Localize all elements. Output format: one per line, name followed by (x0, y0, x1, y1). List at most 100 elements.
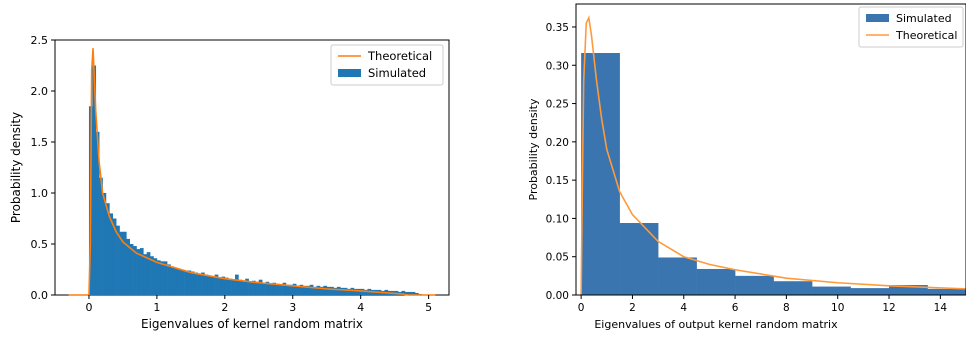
histogram-bars (581, 53, 966, 295)
histogram-bar (306, 285, 311, 295)
x-tick-label: 2 (221, 301, 228, 314)
histogram-bar (296, 285, 300, 295)
y-tick-label: 0.15 (546, 175, 569, 187)
x-tick-label: 0 (85, 301, 92, 314)
histogram-bar (119, 231, 124, 295)
histogram-bar (275, 283, 280, 295)
histogram-bar (126, 238, 131, 295)
histogram-bar (116, 225, 120, 295)
legend: Theoretical Simulated (330, 44, 444, 86)
x-axis-label: Eigenvalues of output kernel random matr… (594, 318, 838, 331)
histogram-bar (350, 287, 355, 295)
histogram-bar (122, 231, 127, 295)
histogram-bar (258, 279, 263, 295)
histogram-bar (292, 283, 297, 295)
histogram-bar (302, 285, 307, 295)
histogram-bar (211, 276, 215, 295)
plot-frame (575, 3, 966, 296)
histogram-bar (102, 193, 107, 295)
histogram-bar (735, 275, 774, 295)
legend-label: Theoretical (895, 29, 957, 42)
histogram-bar (927, 288, 966, 295)
x-tick-label: 8 (783, 302, 790, 314)
histogram-bar (357, 288, 361, 295)
histogram-bar (285, 284, 290, 295)
histogram-bar (109, 213, 114, 295)
y-tick-label: 0.0 (31, 289, 49, 302)
legend-bar-swatch (866, 14, 889, 22)
x-tick-label: 2 (629, 302, 636, 314)
theoretical-curve (68, 48, 436, 296)
histogram-bar (129, 244, 134, 295)
histogram-bar (408, 291, 412, 295)
histogram-bar (696, 268, 736, 295)
histogram-bar (92, 65, 97, 295)
histogram-bar (95, 131, 100, 295)
histogram-bar (333, 287, 338, 295)
histogram-bar (850, 288, 890, 295)
x-tick-label: 6 (732, 302, 739, 314)
histogram-bar (180, 269, 185, 295)
histogram-bar (112, 218, 117, 295)
histogram-bar (255, 281, 260, 295)
histogram-bar (340, 287, 345, 295)
histogram-bar (245, 278, 249, 295)
histogram-bar (343, 287, 348, 295)
y-axis-label: Probability density (9, 112, 23, 223)
y-tick-label: 0.10 (546, 213, 569, 225)
x-tick-label: 14 (934, 302, 948, 314)
histogram-bar (143, 254, 148, 295)
theoretical-curve (580, 15, 966, 296)
histogram-bars (88, 65, 423, 295)
histogram-bar (156, 260, 161, 295)
histogram-bar (319, 286, 324, 295)
histogram-bar (146, 252, 151, 295)
histogram-bar (252, 280, 256, 295)
histogram-bar (773, 281, 813, 295)
histogram-bar (133, 246, 137, 295)
legend: Simulated Theoretical (858, 6, 964, 48)
chart-left: 0 1 2 3 4 5 0.0 0.5 1.0 1.5 2.0 2.5 Eigenvalues of… (9, 34, 450, 331)
histogram-bar (265, 281, 270, 295)
histogram-bar (272, 282, 277, 295)
histogram-bar (415, 292, 419, 295)
histogram-bar (289, 284, 294, 295)
histogram-bar (201, 272, 205, 295)
histogram-bar (207, 275, 212, 295)
x-tick-label: 0 (578, 302, 585, 314)
histogram-bar (282, 282, 287, 295)
y-axis-label: Probability density (527, 98, 540, 200)
histogram-bar (224, 277, 229, 295)
legend-label: Simulated (896, 12, 952, 25)
histogram-bar (313, 286, 317, 295)
histogram-bar (889, 285, 928, 295)
y-tick-label: 0.20 (546, 137, 569, 149)
histogram-bar (279, 284, 283, 295)
histogram-bar (204, 274, 209, 295)
y-ticks: 0.00 0.05 0.10 0.15 0.20 0.25 0.30 0.35 (546, 22, 576, 302)
y-ticks: 0.0 0.5 1.0 1.5 2.0 2.5 (31, 34, 55, 302)
histogram-bar (235, 274, 239, 295)
histogram-bar (268, 283, 273, 295)
histogram-bar (105, 203, 110, 295)
histogram-bar (190, 271, 195, 295)
histogram-bar (619, 223, 659, 295)
histogram-bar (221, 276, 226, 295)
histogram-bar (197, 273, 202, 295)
histogram-bar (299, 284, 304, 295)
histogram-bar (170, 266, 175, 295)
x-ticks: 0 1 2 3 4 5 (85, 295, 432, 314)
histogram-bar (139, 248, 144, 295)
histogram-bar (184, 270, 188, 295)
histogram-bar (262, 282, 266, 295)
y-tick-label: 0.05 (546, 252, 569, 264)
x-tick-label: 4 (357, 301, 364, 314)
histogram-bar (347, 288, 351, 295)
histogram-bar (214, 274, 219, 295)
histogram-bar (248, 281, 253, 295)
x-tick-label: 3 (289, 301, 296, 314)
histogram-bar (177, 268, 181, 295)
x-tick-label: 5 (425, 301, 432, 314)
histogram-bar (401, 290, 406, 295)
